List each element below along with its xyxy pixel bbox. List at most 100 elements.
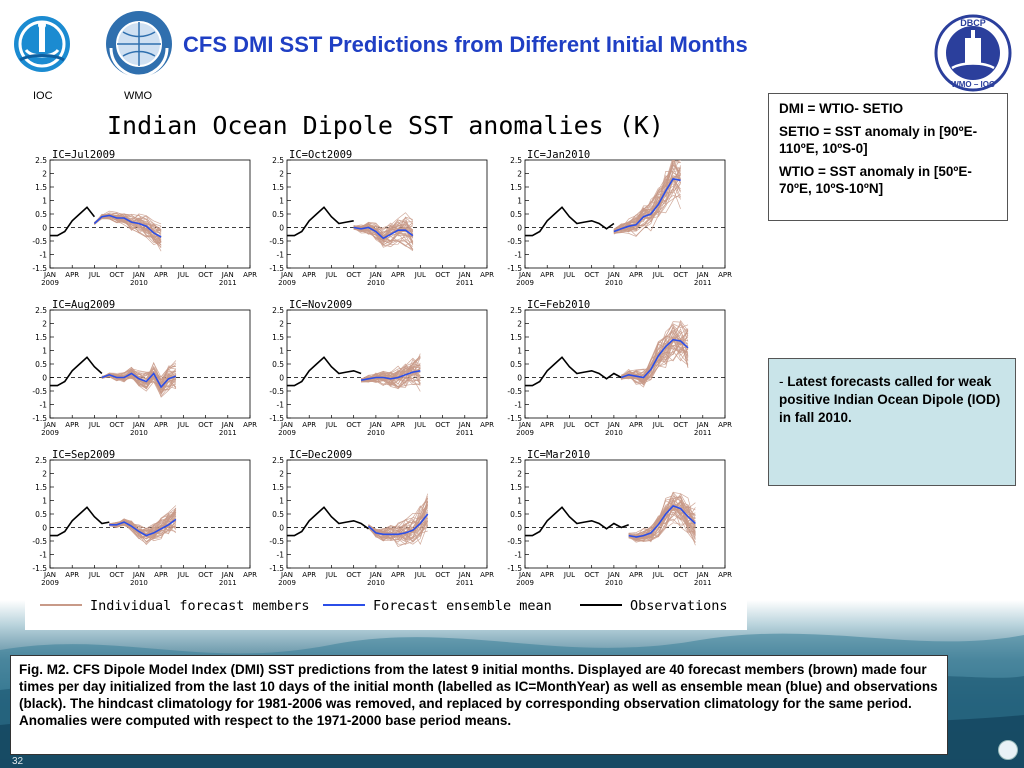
x-tick-label: OCT [198,271,213,279]
forecast-member-line [613,164,681,231]
y-tick-label: -0.5 [507,387,522,396]
x-year-label: 2010 [130,279,148,287]
x-tick-label: OCT [346,421,361,429]
forecast-member-line [353,225,414,243]
x-tick-label: APR [718,571,732,579]
x-tick-label: APR [65,571,79,579]
y-tick-label: 0.5 [35,210,47,219]
chart-panel: Indian Ocean Dipole SST anomalies (K) IC… [25,103,747,630]
ic-label: IC=Sep2009 [52,449,115,461]
x-tick-label: JAN [43,571,56,579]
y-tick-label: 2.5 [35,156,47,165]
definition-line-2: SETIO = SST anomaly in [90ºE-110ºE, 10ºS… [779,124,978,156]
y-tick-label: -0.5 [32,537,47,546]
y-tick-label: 0.5 [272,210,284,219]
ic-label: IC=Jan2010 [527,149,590,161]
y-tick-label: 1.5 [272,333,284,342]
x-tick-label: APR [302,421,316,429]
y-tick-label: 0.5 [35,360,47,369]
x-tick-label: JUL [325,271,337,279]
note-text: Latest forecasts called for weak positiv… [779,374,1001,425]
definition-line-3: WTIO = SST anomaly in [50ºE-70ºE, 10ºS-1… [779,164,972,196]
x-tick-label: APR [480,421,494,429]
x-year-label: 2010 [130,579,148,587]
x-tick-label: JAN [132,421,145,429]
y-tick-label: 1.5 [510,183,522,192]
y-tick-label: 0 [517,374,522,383]
x-tick-label: JUL [177,271,189,279]
y-tick-label: -1 [277,251,285,260]
y-tick-label: 2.5 [510,456,522,465]
forecast-member-line [353,227,414,251]
x-year-label: 2009 [278,579,296,587]
dbcp-bottom-text: WMO – IOC [951,80,995,89]
x-tick-label: JAN [43,421,56,429]
forecast-member-line [368,506,429,539]
x-tick-label: JUL [414,421,426,429]
forecast-member-line [101,367,176,378]
ioc-emblem-icon [14,16,70,72]
x-tick-label: APR [718,271,732,279]
forecast-member-line [613,183,681,233]
y-tick-label: -1 [40,251,48,260]
x-tick-label: APR [391,421,405,429]
x-year-label: 2011 [694,279,712,287]
x-tick-label: OCT [198,571,213,579]
x-tick-label: JAN [696,271,709,279]
x-tick-label: APR [302,571,316,579]
x-tick-label: JAN [458,421,471,429]
corner-logo-icon [998,740,1018,760]
forecast-member-line [353,212,414,232]
x-year-label: 2010 [367,279,385,287]
x-tick-label: JUL [652,571,664,579]
forecast-member-line [621,338,689,383]
y-tick-label: 1 [279,497,284,506]
x-tick-label: JAN [132,571,145,579]
x-tick-label: APR [391,571,405,579]
x-year-label: 2010 [605,279,623,287]
ensemble-mean-line [628,504,696,538]
x-tick-label: OCT [673,421,688,429]
x-year-label: 2010 [367,429,385,437]
x-tick-label: APR [65,271,79,279]
x-tick-label: JUL [414,571,426,579]
y-tick-label: 2.5 [35,456,47,465]
ensemble-mean-line [109,518,177,537]
y-tick-label: 0.5 [35,510,47,519]
x-tick-label: OCT [109,421,124,429]
forecast-member-line [613,172,681,233]
y-tick-label: 0.5 [272,360,284,369]
ic-label: IC=Nov2009 [289,299,352,311]
forecast-member-line [628,496,696,535]
x-tick-label: JAN [458,271,471,279]
x-tick-label: OCT [584,271,599,279]
forecast-member-line [621,321,689,377]
observation-line [287,206,354,237]
x-tick-label: JAN [369,421,382,429]
y-tick-label: 0.5 [510,360,522,369]
x-tick-label: APR [540,271,554,279]
ic-label: IC=Mar2010 [527,449,590,461]
ioc-label: IOC [33,90,53,102]
ic-label: IC=Oct2009 [289,149,352,161]
y-tick-label: 0 [517,524,522,533]
y-tick-label: 2 [517,320,522,329]
x-year-label: 2009 [278,429,296,437]
x-tick-label: JAN [221,421,234,429]
y-tick-label: 1.5 [35,333,47,342]
x-tick-label: JUL [325,571,337,579]
x-tick-label: APR [629,571,643,579]
forecast-member-line [368,504,428,533]
x-tick-label: JAN [458,571,471,579]
observation-line [50,506,110,537]
x-year-label: 2011 [219,579,237,587]
x-tick-label: APR [629,421,643,429]
observation-line [287,356,362,387]
y-tick-label: 2 [42,470,47,479]
y-tick-label: 1.5 [272,183,284,192]
ensemble-mean-line [360,370,421,381]
